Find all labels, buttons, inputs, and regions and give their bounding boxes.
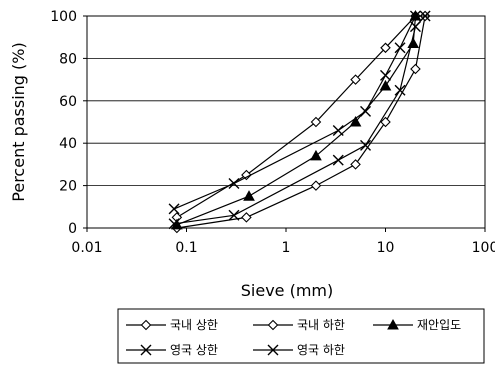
series-5	[168, 10, 431, 230]
legend-label: 국내 상한	[170, 318, 218, 332]
legend-item-4: 영국 상한	[126, 343, 218, 357]
legend-label: 영국 하한	[297, 343, 345, 357]
data-point	[310, 149, 322, 161]
plot-area	[86, 9, 486, 234]
data-point	[360, 139, 372, 151]
legend-label: 재안입도	[417, 318, 461, 332]
data-point	[168, 203, 180, 215]
data-point	[332, 154, 344, 166]
y-tick-label: 60	[59, 94, 77, 110]
data-point	[310, 180, 322, 191]
legend-marker	[140, 319, 152, 331]
y-tick-label: 20	[59, 179, 77, 195]
series-2	[171, 10, 431, 234]
data-point	[407, 37, 420, 49]
data-point	[380, 42, 391, 54]
data-point	[310, 116, 322, 128]
y-tick-label: 0	[68, 221, 77, 237]
x-axis-title: Sieve (mm)	[241, 281, 334, 300]
x-tick-label: 1	[282, 240, 291, 256]
series-layer	[168, 9, 431, 234]
data-point	[243, 190, 255, 201]
data-point	[394, 42, 406, 54]
data-point	[380, 69, 391, 81]
legend-box	[117, 308, 485, 364]
legend-item-5: 영국 하한	[253, 343, 345, 357]
data-point	[394, 84, 406, 96]
data-point	[409, 21, 421, 33]
y-axis-title: Percent passing (%)	[9, 42, 28, 201]
legend-marker	[387, 318, 399, 330]
gridlines	[87, 58, 485, 187]
data-point	[241, 169, 252, 181]
data-point	[350, 159, 361, 170]
series-1	[171, 10, 431, 223]
y-tick-label: 80	[59, 51, 77, 67]
legend-item-2: 국내 하한	[253, 318, 345, 332]
y-tick-label: 100	[50, 9, 77, 25]
data-point	[380, 116, 391, 128]
series-line	[176, 15, 417, 226]
data-point	[228, 177, 240, 189]
x-axis-ticks: 0.01 0.1 1 10 100	[71, 228, 495, 256]
y-axis-ticks: 0 20 40 60 80 100	[50, 9, 87, 237]
series-line	[173, 15, 417, 210]
legend-label: 영국 상한	[170, 343, 218, 357]
data-point	[168, 218, 180, 230]
legend-marker	[267, 344, 279, 356]
x-tick-label: 0.1	[175, 240, 197, 256]
legend-item-3: 재안입도	[373, 318, 461, 332]
legend-marker	[140, 344, 152, 356]
legend-item-1: 국내 상한	[126, 318, 218, 332]
data-point	[332, 124, 344, 136]
data-point	[228, 209, 240, 221]
y-tick-label: 40	[59, 136, 77, 152]
x-tick-label: 0.01	[71, 240, 102, 256]
data-point	[379, 79, 392, 91]
x-tick-label: 10	[377, 240, 395, 256]
legend-marker	[267, 319, 279, 331]
legend-label: 국내 하한	[297, 318, 345, 332]
data-point	[241, 212, 252, 223]
data-point	[350, 74, 361, 85]
data-point	[349, 115, 362, 127]
data-point	[360, 105, 372, 117]
data-point	[410, 63, 421, 75]
plot-border	[86, 15, 486, 229]
x-tick-label: 100	[472, 240, 495, 256]
